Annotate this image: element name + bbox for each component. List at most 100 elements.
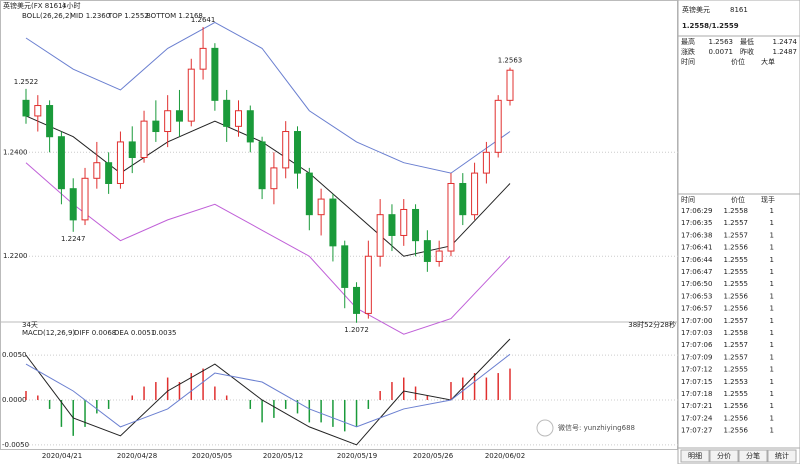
candle-body	[152, 120, 160, 133]
trade-cell: 1.2556	[724, 305, 749, 313]
quote-cell: 0.0071	[709, 48, 734, 56]
candle-body	[46, 105, 54, 138]
date-label: 2020/04/21	[42, 452, 82, 460]
trade-cell: 1	[770, 341, 774, 349]
price-mark: 1.2522	[14, 78, 39, 86]
big-header: 大单	[761, 57, 775, 66]
trade-cell: 1.2556	[724, 244, 749, 252]
trade-cell: 17:07:06	[681, 341, 713, 349]
trade-cell: 1.2558	[724, 329, 749, 337]
trade-cell: 1	[770, 378, 774, 386]
tab[interactable]	[709, 449, 739, 463]
trade-cell: 17:07:27	[681, 427, 712, 435]
boll-header: TOP 1.2552	[107, 12, 149, 20]
tab-label[interactable]: 分笔	[746, 451, 760, 460]
trade-cell: 1.2556	[724, 414, 749, 422]
trade-cell: 1	[770, 231, 774, 239]
trade-cell: 1	[770, 268, 774, 276]
macd-diff	[25, 338, 511, 446]
candle-body	[246, 110, 254, 143]
quote-code: 8161	[730, 6, 748, 14]
macd-tick-label: 0.0050	[2, 351, 27, 359]
boll-header: BOTTOM 1.2168	[146, 12, 203, 20]
trade-cell: 1.2557	[724, 341, 749, 349]
trade-cell: 17:07:00	[681, 317, 712, 325]
candle-body	[412, 208, 420, 242]
trade-cell: 1	[770, 329, 774, 337]
candle-body	[482, 151, 490, 174]
candle-body	[329, 198, 337, 247]
y-tick-label: 1.2200	[3, 252, 28, 260]
candle-body	[471, 172, 479, 216]
quote-cell: 最高	[681, 37, 695, 46]
date-label: 2020/06/02	[485, 452, 525, 460]
candle-body	[187, 68, 195, 122]
quote-cell: 1.2487	[773, 48, 798, 56]
candle-body	[258, 141, 266, 190]
trade-cell: 1.2555	[724, 390, 749, 398]
candle-body	[69, 188, 77, 221]
price-mark: 1.2072	[344, 326, 369, 334]
side-panel	[677, 0, 800, 464]
date-label: 2020/05/05	[192, 452, 232, 460]
trade-cell: 1.2557	[724, 219, 749, 227]
trade-cell: 17:07:15	[681, 378, 712, 386]
trade-cell: 1	[770, 280, 774, 288]
candle-body	[282, 131, 290, 169]
candle-body	[234, 110, 242, 127]
trade-cell: 1	[770, 244, 774, 252]
price-mark: 1.2247	[61, 235, 86, 243]
trade-cell: 1	[770, 305, 774, 313]
trade-header: 时间	[681, 195, 695, 204]
candle-body	[305, 172, 313, 216]
tab[interactable]	[767, 449, 797, 463]
trade-cell: 1.2556	[724, 427, 749, 435]
candle-body	[211, 47, 219, 101]
trade-cell: 17:06:44	[681, 256, 713, 264]
boll-header: BOLL(26,26,2)	[22, 12, 72, 20]
trade-cell: 17:06:53	[681, 292, 712, 300]
trade-cell: 1.2557	[724, 231, 749, 239]
tab-label[interactable]: 分价	[717, 451, 731, 460]
big-header: 价位	[731, 57, 745, 66]
tab[interactable]	[680, 449, 710, 463]
candle-body	[506, 69, 514, 101]
tab[interactable]	[738, 449, 768, 463]
trade-cell: 17:06:38	[681, 231, 712, 239]
trade-cell: 1	[770, 219, 774, 227]
trade-cell: 17:06:50	[681, 280, 712, 288]
trade-cell: 17:06:57	[681, 305, 712, 313]
trade-cell: 17:07:03	[681, 329, 712, 337]
candle-body	[81, 177, 89, 221]
quote-name: 英镑美元	[682, 5, 710, 14]
quote-cell: 1.2474	[773, 38, 798, 46]
tab-label[interactable]: 明细	[688, 451, 702, 460]
candle-body	[376, 214, 384, 257]
big-header: 时间	[681, 57, 695, 66]
trade-cell: 1	[770, 256, 774, 264]
trade-cell: 17:06:47	[681, 268, 712, 276]
candle-body	[93, 162, 101, 179]
watermark-icon	[536, 419, 554, 437]
trade-cell: 17:07:21	[681, 402, 712, 410]
candle-body	[57, 136, 65, 190]
date-label: 2020/04/28	[117, 452, 157, 460]
tab-label[interactable]: 统计	[775, 451, 789, 460]
quote-cell: 昨收	[740, 47, 754, 56]
quote-cell: 涨跌	[681, 47, 695, 56]
trade-cell: 1	[770, 390, 774, 398]
trade-header: 价位	[731, 195, 745, 204]
candle-body	[364, 255, 372, 314]
trade-cell: 1.2555	[724, 268, 749, 276]
candle-body	[34, 105, 42, 117]
right-note: 38时52分28秒	[628, 320, 676, 329]
trade-cell: 1.2553	[724, 378, 749, 386]
trade-cell: 1	[770, 366, 774, 374]
trade-cell: 17:06:35	[681, 219, 712, 227]
price-mark: 1.2641	[191, 16, 216, 24]
trade-cell: 1.2558	[724, 207, 749, 215]
trade-header: 现手	[761, 195, 775, 204]
candle-body	[164, 110, 172, 133]
